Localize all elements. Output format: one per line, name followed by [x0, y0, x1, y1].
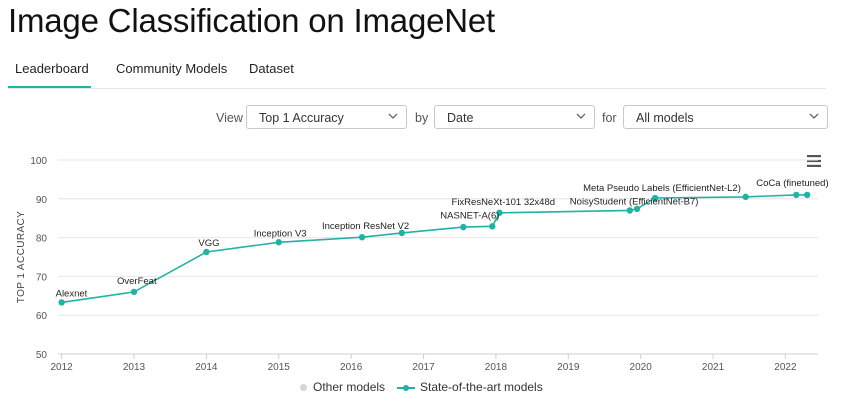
data-label: OverFeat	[117, 276, 157, 287]
y-axis-label: TOP 1 ACCURACY	[16, 211, 27, 303]
sota-point	[203, 248, 210, 256]
y-tick-label: 80	[36, 234, 48, 245]
y-tick-label: 60	[36, 311, 48, 322]
chart-controls: View Top 1 Accuracy by Date for All mode…	[0, 105, 851, 131]
data-label: Alexnet	[56, 288, 88, 299]
data-label: NASNET-A(6)	[440, 210, 499, 221]
data-label: FixResNeXt-101 32x48d	[452, 197, 556, 208]
x-tick-label: 2017	[412, 362, 435, 373]
legend-sota-models[interactable]: State-of-the-art models	[397, 380, 543, 394]
xaxis-select-value: Date	[447, 111, 474, 125]
model-filter-select-value: All models	[636, 111, 694, 125]
x-tick-label: 2018	[485, 362, 508, 373]
x-tick-label: 2020	[630, 362, 653, 373]
chevron-down-icon	[809, 113, 819, 119]
chevron-down-icon	[388, 113, 398, 119]
xaxis-select[interactable]: Date	[434, 105, 595, 129]
x-tick-label: 2022	[774, 362, 797, 373]
data-label: NoisyStudent (EfficientNet-B7)	[570, 196, 699, 207]
legend-other-models[interactable]: Other models	[300, 380, 385, 394]
y-tick-label: 100	[30, 156, 47, 167]
sota-point	[496, 209, 503, 216]
legend-sota-marker	[397, 384, 415, 391]
sota-point	[742, 193, 749, 201]
metric-select[interactable]: Top 1 Accuracy	[246, 105, 407, 129]
tab-leaderboard[interactable]: Leaderboard	[15, 61, 89, 76]
sota-point	[358, 234, 366, 241]
sota-point	[651, 194, 659, 202]
sota-point	[793, 191, 800, 199]
metric-select-value: Top 1 Accuracy	[259, 111, 344, 125]
sota-point	[130, 288, 138, 296]
sota-series-line	[61, 194, 808, 304]
chevron-down-icon	[576, 113, 586, 119]
sota-point	[489, 223, 496, 230]
legend-sota-label: State-of-the-art models	[420, 380, 543, 394]
x-tick-label: 2015	[268, 362, 291, 373]
model-filter-select[interactable]: All models	[623, 105, 828, 129]
y-tick-label: 90	[36, 195, 48, 206]
view-label: View	[216, 111, 243, 125]
tab-dataset[interactable]: Dataset	[249, 61, 294, 76]
data-label: Inception ResNet V2	[322, 221, 409, 232]
legend-other-dot	[300, 384, 307, 392]
sota-point	[275, 239, 282, 246]
for-label: for	[602, 111, 617, 125]
by-label: by	[415, 111, 429, 125]
x-tick-label: 2019	[557, 362, 580, 373]
x-tick-label: 2012	[50, 362, 73, 373]
sota-point	[633, 205, 641, 213]
y-tick-label: 70	[36, 272, 48, 283]
sota-point	[460, 223, 467, 231]
x-tick-label: 2013	[123, 362, 146, 373]
sota-point	[803, 191, 811, 199]
sota-point	[626, 207, 634, 214]
x-tick-label: 2016	[340, 362, 363, 373]
x-tick-label: 2014	[195, 362, 218, 373]
legend-other-label: Other models	[313, 380, 386, 394]
tab-bar: Leaderboard Community Models Dataset	[8, 52, 826, 89]
active-tab-indicator	[8, 86, 91, 88]
data-label: VGG	[198, 238, 219, 249]
chart-menu-icon[interactable]	[806, 154, 822, 168]
tab-community-models[interactable]: Community Models	[116, 61, 228, 76]
page-title: Image Classification on ImageNet	[8, 2, 496, 39]
sota-point	[58, 299, 65, 306]
x-tick-label: 2021	[702, 362, 725, 373]
data-label: Inception V3	[254, 228, 307, 239]
data-label: CoCa (finetuned)	[756, 178, 828, 189]
chart-legend: Other models State-of-the-art models	[0, 380, 851, 398]
y-tick-label: 50	[36, 350, 48, 361]
sota-point	[398, 229, 406, 237]
data-label: Meta Pseudo Labels (EfficientNet-L2)	[583, 183, 741, 194]
